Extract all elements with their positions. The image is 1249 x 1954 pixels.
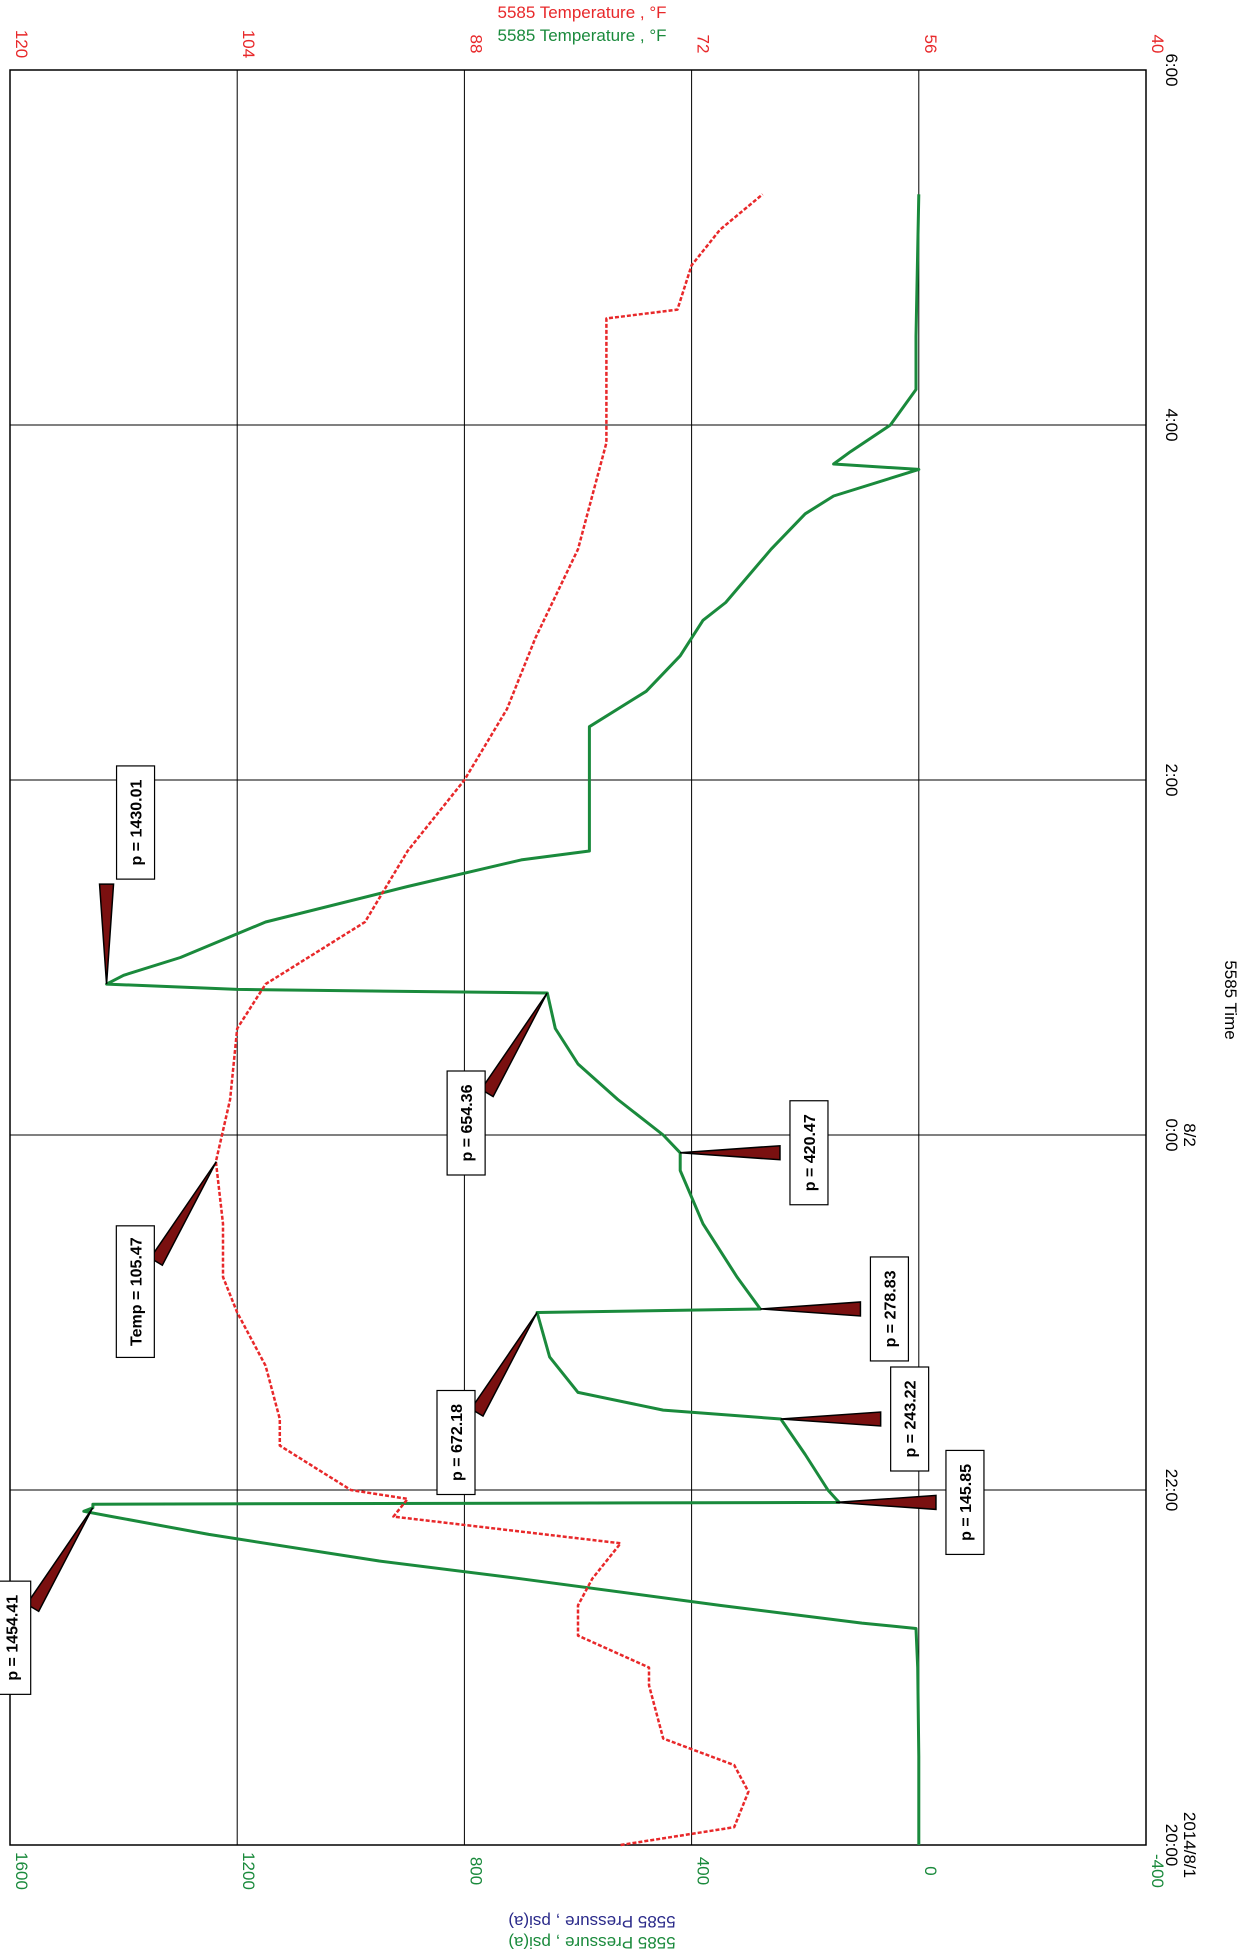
annotation-label: p = 672.18	[449, 1404, 466, 1481]
annotation-label: p = 654.36	[459, 1084, 476, 1161]
annotation-box	[115, 1225, 155, 1359]
temperature-series-line	[214, 193, 764, 1847]
time-tick-label: 20:00	[1162, 1824, 1181, 1867]
annotation-arrow	[760, 1301, 862, 1317]
pressure-tick-label: 1600	[12, 1852, 31, 1890]
time-tick-label: 2:00	[1162, 763, 1181, 796]
chart-grid	[9, 69, 1147, 1846]
annotation-box	[446, 1070, 486, 1176]
pressure-axis-title-blue: 5585 Pressure , psi(a)	[508, 1912, 675, 1931]
annotation-label: p = 1430.01	[129, 780, 146, 866]
pressure-series-line	[82, 194, 921, 1845]
annotation-label: p = 420.47	[802, 1114, 819, 1191]
annotation-arrow	[780, 1411, 882, 1427]
annotation-arrow	[98, 883, 115, 985]
pressure-tick-label: 0	[921, 1866, 940, 1875]
time-axis-title: 5585 Time	[1221, 960, 1240, 1039]
annotation-box	[945, 1449, 985, 1556]
chart-axes: -400 0 400 800 1200 1600 40 56 72 88 104 120 20:00 20…	[12, 30, 1199, 1890]
annotation-box	[115, 765, 156, 880]
pressure-tick-label: 800	[466, 1857, 485, 1885]
annotation-label: p = 243.22	[903, 1380, 920, 1457]
annotation-box	[890, 1366, 930, 1472]
annotation-label: p = 278.83	[882, 1270, 899, 1347]
temperature-tick-label: 120	[12, 30, 31, 58]
annotation-arrow	[149, 1161, 217, 1267]
chart-annotations: p = 1454.41 p = 145.85 p = 243.22 p = 672.1…	[0, 765, 985, 1695]
time-tick-label: 0:00	[1162, 1118, 1181, 1151]
temperature-tick-label: 104	[239, 30, 258, 58]
time-tick-label: 22:00	[1162, 1469, 1181, 1512]
chart-titles: 5585 Temperature , °F 5585 Temperature ,…	[497, 3, 1240, 1952]
annotation-box	[869, 1256, 910, 1362]
annotation-arrow	[835, 1494, 937, 1511]
temperature-tick-label: 88	[466, 35, 485, 54]
temperature-axis-title-red: 5585 Temperature , °F	[497, 3, 666, 22]
pressure-tick-label: -400	[1148, 1854, 1167, 1888]
time-tick-label: 6:00	[1162, 53, 1181, 86]
annotation-box	[0, 1580, 32, 1695]
annotation-arrow	[25, 1507, 94, 1613]
annotation-arrow	[480, 992, 548, 1098]
annotation-label: Temp = 105.47	[128, 1237, 145, 1346]
temperature-axis-title-green: 5585 Temperature , °F	[497, 26, 666, 45]
time-tick-sublabel: 2014/8/1	[1180, 1812, 1199, 1878]
annotation-arrow	[679, 1144, 781, 1161]
time-tick-sublabel: 8/2	[1180, 1123, 1199, 1147]
annotation-label: p = 1454.41	[5, 1595, 22, 1681]
annotation-arrow	[469, 1312, 538, 1418]
pressure-tick-label: 1200	[239, 1852, 258, 1890]
pressure-axis-title-green: 5585 Pressure , psi(a)	[508, 1933, 675, 1952]
annotation-box	[436, 1389, 476, 1496]
temperature-tick-label: 72	[694, 35, 713, 54]
temperature-tick-label: 56	[921, 35, 940, 54]
plot-frame	[9, 69, 1147, 1846]
time-tick-label: 4:00	[1162, 408, 1181, 441]
pressure-tick-label: 400	[694, 1857, 713, 1885]
temperature-tick-label: 40	[1148, 35, 1167, 54]
chart-series	[82, 193, 921, 1847]
annotation-box	[789, 1100, 829, 1206]
annotation-label: p = 145.85	[958, 1464, 975, 1541]
